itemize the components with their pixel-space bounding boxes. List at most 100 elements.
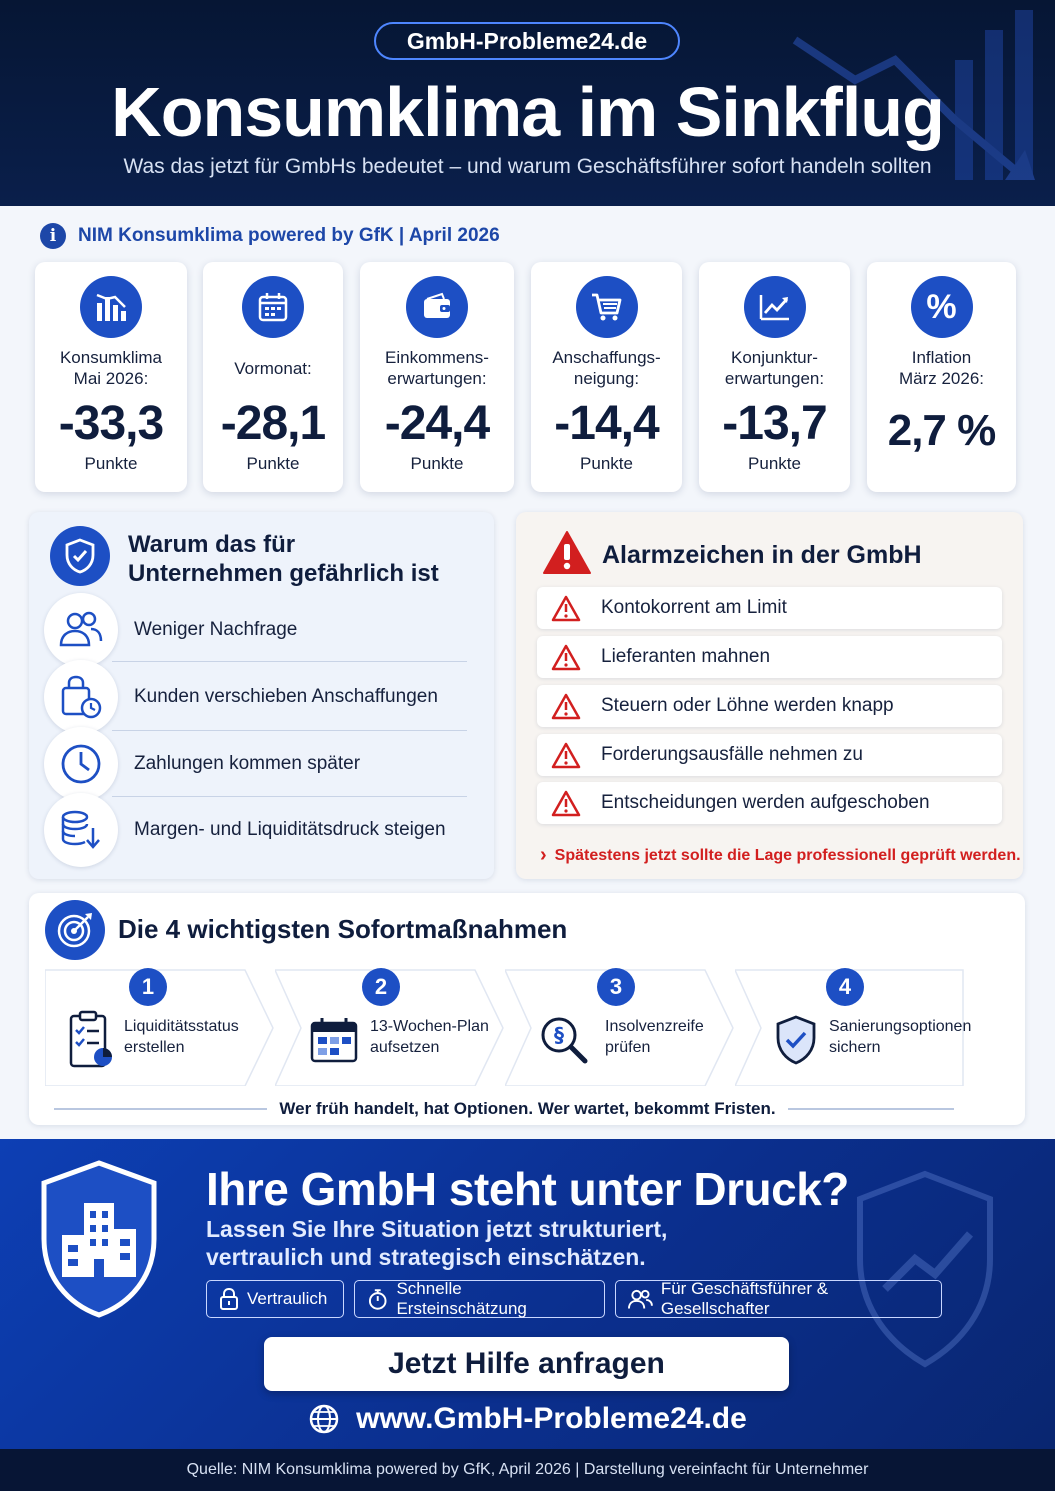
page-title: Konsumklima im Sinkflug [111,73,945,151]
warning-icon [537,693,595,720]
source-line: i NIM Konsumklima powered by GfK | April… [40,222,500,250]
source-text: NIM Konsumklima powered by GfK | April 2… [78,225,500,246]
list-item-label: Kunden verschieben Anschaffungen [134,686,438,707]
list-item: Margen- und Liquiditätsdruck steigen [44,793,469,867]
chip-label: Vertraulich [247,1289,328,1308]
stat-label: Konjunktur- erwartungen: [724,348,825,388]
step-number: 2 [362,968,400,1006]
request-help-button[interactable]: Jetzt Hilfe anfragen [264,1337,789,1391]
stat-card-konsumklima: Konsumklima Mai 2026: -33,3 Punkte [35,262,187,492]
svg-text:§: § [554,1023,564,1047]
chip-ersteinschaetzung: Schnelle Ersteinschätzung [354,1279,605,1318]
list-item-label: Margen- und Liquiditätsdruck steigen [134,819,446,840]
list-item: Zahlungen kommen später [44,727,469,801]
list-item-label: Entscheidungen werden aufgeschoben [601,792,930,813]
page-subtitle: Was das jetzt für GmbHs bedeutet – und w… [123,155,932,178]
measure-step-2: 2 13-Wochen-Plan aufsetzen [275,964,505,1086]
stat-unit: Punkte [580,454,633,473]
stat-label: Konsumklima Mai 2026: [59,348,163,388]
info-icon: i [40,223,66,249]
website-url[interactable]: www.GmbH-Probleme24.de [356,1402,747,1435]
step-number: 4 [826,968,864,1006]
stat-value: -13,7 [722,397,827,450]
stat-card-inflation: % Inflation März 2026: 2,7 % [867,262,1016,492]
step-number: 3 [597,968,635,1006]
shield-icon [50,526,110,586]
warning-icon [537,790,595,817]
divider [112,796,467,797]
step-label: Sanierungsoptionen sichern [829,1018,972,1056]
stat-label: Vormonat: [234,358,312,378]
stat-card-vormonat: Vormonat: -28,1 Punkte [203,262,343,492]
list-item-label: Forderungsausfälle nehmen zu [601,744,863,765]
list-item-label: Weniger Nachfrage [134,619,298,640]
stat-unit: Punkte [410,454,464,473]
cta-banner [0,1139,1055,1449]
stat-value: -24,4 [384,397,490,450]
step-label: 13-Wochen-Plan aufsetzen [370,1018,489,1056]
motto-text: Wer früh handelt, hat Optionen. Wer wart… [267,1099,788,1118]
target-icon [45,900,105,960]
alarm-panel-title: Alarmzeichen in der GmbH [602,541,922,569]
chip-label: Für Geschäftsführer & Gesellschafter [660,1279,829,1318]
measure-step-3: 3 § Insolvenzreife prüfen [505,964,735,1086]
list-item-label: Kontokorrent am Limit [601,597,787,618]
stat-unit: Punkte [84,454,138,473]
calendar-plan-icon [306,1008,362,1072]
list-item: Forderungsausfälle nehmen zu [537,734,1002,776]
warning-icon [543,531,591,574]
step-number: 1 [129,968,167,1006]
list-item: Entscheidungen werden aufgeschoben [537,782,1002,824]
wallet-icon [406,276,468,338]
building-shield-icon [41,1160,157,1318]
measure-step-4: 4 Sanierungsoptionen sichern [735,964,971,1086]
stat-label: Inflation März 2026: [898,348,985,388]
globe-icon [309,1404,339,1434]
measure-step-1: 1 Liquiditätsstatus erstellen [45,964,275,1086]
stat-value: -33,3 [58,397,164,450]
percent-icon: % [910,276,973,338]
chevron-right-icon: › [540,844,547,866]
paragraph-search-icon: § [536,1008,592,1072]
stat-value: -28,1 [220,397,326,450]
cart-icon [575,276,638,338]
trend-icon [743,276,806,338]
checklist-icon [63,1008,119,1072]
list-item: Steuern oder Löhne werden knapp [537,685,1002,727]
chip-label: Schnelle Ersteinschätzung [396,1279,527,1318]
cta-subtitle: Lassen Sie Ihre Situation jetzt struktur… [206,1216,668,1270]
step-chevron [275,969,504,1086]
divider [112,730,467,731]
falling-chart-decoration [792,10,1035,180]
warning-icon [537,742,595,769]
website-link[interactable]: www.GmbH-Probleme24.de [0,1402,1055,1436]
list-item-label: Zahlungen kommen später [134,753,361,774]
stat-card-einkommen: Einkommens- erwartungen: -24,4 Punkte [360,262,514,492]
stat-label: Anschaffungs- neigung: [552,348,661,388]
brand-pill[interactable]: GmbH-Probleme24.de [374,22,680,60]
stat-label: Einkommens- erwartungen: [385,348,489,388]
chart-down-icon [80,276,142,338]
list-item: Weniger Nachfrage [44,593,469,667]
coins-down-icon [44,793,118,867]
shopping-bag-clock-icon [44,660,118,734]
lock-icon [220,1288,238,1310]
chip-vertraulich: Vertraulich [206,1280,344,1318]
stat-unit: Punkte [246,454,300,473]
alarm-note-text: Spätestens jetzt sollte die Lage profess… [554,846,1021,864]
step-label: Insolvenzreife prüfen [605,1018,704,1056]
shield-decoration-icon [857,1170,993,1368]
list-item: Kontokorrent am Limit [537,587,1002,629]
motto: Wer früh handelt, hat Optionen. Wer wart… [0,1099,1055,1119]
cta-title: Ihre GmbH steht unter Druck? [206,1163,849,1215]
divider [112,661,467,662]
stat-value: 2,7 % [887,406,997,455]
users-icon [44,593,118,667]
step-label: Liquiditätsstatus erstellen [124,1018,239,1056]
list-item: Kunden verschieben Anschaffungen [44,660,469,734]
list-item-label: Steuern oder Löhne werden knapp [601,695,894,716]
risk-panel-title: Warum das für Unternehmen gefährlich ist [128,531,439,587]
stat-unit: Punkte [748,454,801,473]
calendar-icon [242,276,304,338]
warning-icon [537,595,595,622]
